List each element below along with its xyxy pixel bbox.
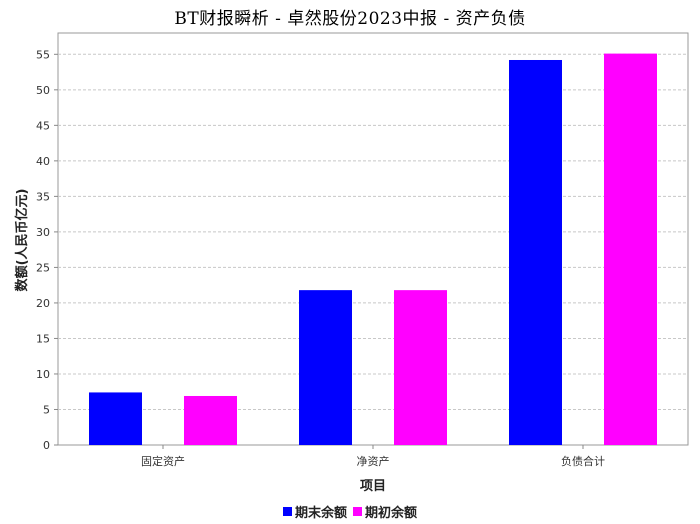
legend-swatch bbox=[353, 507, 362, 516]
y-tick-label: 5 bbox=[43, 403, 50, 416]
y-tick-label: 25 bbox=[36, 261, 50, 274]
y-axis-title: 数额(人民币亿元) bbox=[14, 189, 30, 292]
legend-swatch bbox=[282, 507, 292, 516]
bar-period-end-0 bbox=[89, 392, 142, 445]
y-tick-label: 40 bbox=[36, 155, 50, 168]
y-tick-label: 15 bbox=[36, 332, 50, 345]
y-tick-label: 30 bbox=[36, 226, 50, 239]
legend-item: 期初余额 bbox=[353, 502, 417, 521]
x-axis-categories: 固定资产 净资产 负债合计 bbox=[141, 445, 605, 468]
y-tick-label: 55 bbox=[36, 48, 50, 61]
bar-period-start-1 bbox=[394, 290, 447, 445]
y-tick-label: 35 bbox=[36, 190, 50, 203]
x-category-label: 负债合计 bbox=[561, 454, 605, 468]
y-tick-label: 50 bbox=[36, 84, 50, 97]
x-category-label: 净资产 bbox=[357, 454, 390, 468]
x-axis-title: 项目 bbox=[360, 479, 386, 494]
legend-label: 期末余额 bbox=[294, 506, 347, 521]
plot-area bbox=[57, 32, 689, 446]
legend-label: 期初余额 bbox=[365, 506, 418, 521]
y-tick-label: 10 bbox=[36, 368, 50, 381]
x-category-label: 固定资产 bbox=[141, 454, 185, 468]
chart-title: BT财报瞬析 - 卓然股份2023中报 - 资产负债 bbox=[174, 9, 526, 29]
bars bbox=[89, 53, 657, 445]
y-tick-label: 45 bbox=[36, 119, 50, 132]
bar-period-end-2 bbox=[509, 59, 562, 445]
y-tick-label: 0 bbox=[43, 439, 50, 452]
bar-period-start-2 bbox=[604, 53, 657, 445]
legend: 期末余额 期初余额 bbox=[0, 502, 700, 521]
gridlines bbox=[58, 53, 688, 410]
legend-item: 期末余额 bbox=[282, 502, 347, 521]
y-axis-ticks: 0 5 10 15 20 25 30 35 40 45 50 55 bbox=[36, 48, 58, 452]
y-tick-label: 20 bbox=[36, 297, 50, 310]
bar-period-end-1 bbox=[299, 290, 352, 445]
bar-period-start-0 bbox=[184, 395, 237, 445]
